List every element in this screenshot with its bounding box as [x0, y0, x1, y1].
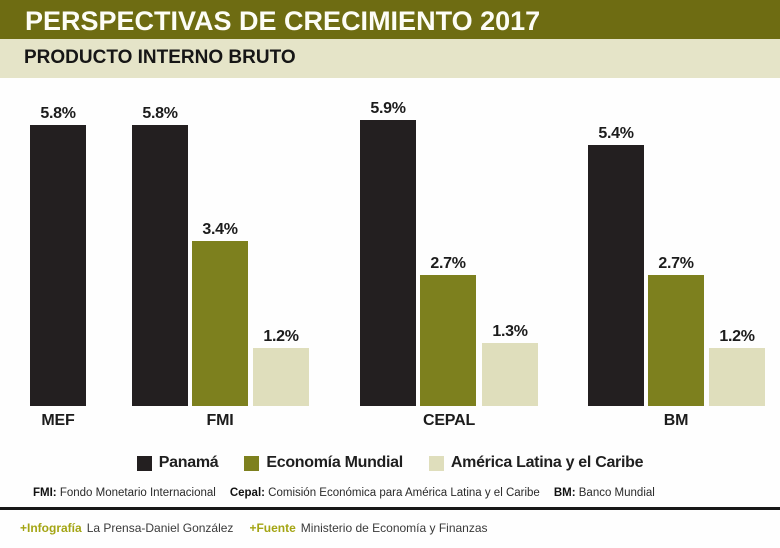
category-axis: MEF FMI CEPAL BM	[0, 412, 780, 438]
credits: +Infografía La Prensa-Daniel González +Fue…	[20, 521, 770, 535]
bar	[709, 348, 765, 406]
definition-abbr: Cepal:	[229, 487, 269, 499]
title-band: PERSPECTIVAS DE CRECIMIENTO 2017	[0, 0, 780, 39]
definition-text: Comisión Económica para América Latina y…	[268, 487, 540, 499]
bar-value-label: 5.4%	[598, 125, 634, 142]
definition-item: FMI: Fondo Monetario Internacional	[33, 487, 216, 499]
legend-item: Panamá	[136, 454, 219, 472]
legend-label: Panamá	[158, 454, 219, 471]
definition-item: BM: Banco Mundial	[554, 487, 655, 499]
legend-label: América Latina y el Caribe	[450, 454, 644, 471]
bar	[360, 120, 416, 406]
bar-value-label: 5.9%	[370, 100, 406, 117]
chart-subtitle: PRODUCTO INTERNO BRUTO	[24, 47, 296, 68]
bar	[482, 343, 538, 406]
bar	[588, 145, 644, 406]
bar	[132, 125, 188, 406]
definition-text: Fondo Monetario Internacional	[59, 487, 216, 499]
bar-value-label: 2.7%	[430, 255, 466, 272]
category-label: FMI	[206, 412, 234, 429]
definition-text: Banco Mundial	[578, 487, 655, 499]
fuente-credit-label: +Fuente	[249, 521, 296, 535]
legend: Panamá Economía Mundial América Latina y e…	[0, 452, 780, 474]
bar-value-label: 1.2%	[719, 328, 755, 345]
bar	[30, 125, 86, 406]
bar	[648, 275, 704, 406]
bar-value-label: 5.8%	[40, 105, 76, 122]
legend-label: Economía Mundial	[266, 454, 403, 471]
bar	[253, 348, 309, 406]
infografia-credit-label: +Infografía	[20, 521, 82, 535]
bar-value-label: 2.7%	[658, 255, 694, 272]
divider-rule	[0, 507, 780, 510]
category-label: CEPAL	[422, 412, 476, 429]
category-label: MEF	[41, 412, 75, 429]
bar-value-label: 5.8%	[142, 105, 178, 122]
bar-value-label: 1.3%	[492, 323, 528, 340]
legend-item: Economía Mundial	[244, 454, 403, 472]
legend-swatch	[244, 455, 260, 471]
legend-swatch	[136, 455, 152, 471]
bar-value-label: 3.4%	[202, 221, 238, 238]
legend-swatch	[428, 455, 444, 471]
definition-item: Cepal: Comisión Económica para América L…	[230, 487, 540, 499]
category-label: BM	[663, 412, 689, 429]
subtitle-band: PRODUCTO INTERNO BRUTO	[0, 39, 780, 78]
bar	[420, 275, 476, 406]
page-title: PERSPECTIVAS DE CRECIMIENTO 2017	[25, 6, 541, 36]
gdp-bar-chart: 5.8% 5.8% 3.4% 1.2% 5.9% 2.7% 1.3% 5.4% 2.7% 1.2%	[0, 78, 780, 406]
definition-abbr: BM:	[553, 487, 579, 499]
legend-item: América Latina y el Caribe	[428, 454, 644, 472]
bar-value-label: 1.2%	[263, 328, 299, 345]
definition-abbr: FMI:	[33, 487, 60, 499]
fuente-credit-text: Ministerio de Economía y Finanzas	[300, 521, 488, 535]
abbreviation-definitions: FMI: Fondo Monetario Internacional Cepal:…	[33, 487, 773, 499]
infografia-credit-text: La Prensa-Daniel González	[86, 521, 234, 535]
bar	[192, 241, 248, 406]
